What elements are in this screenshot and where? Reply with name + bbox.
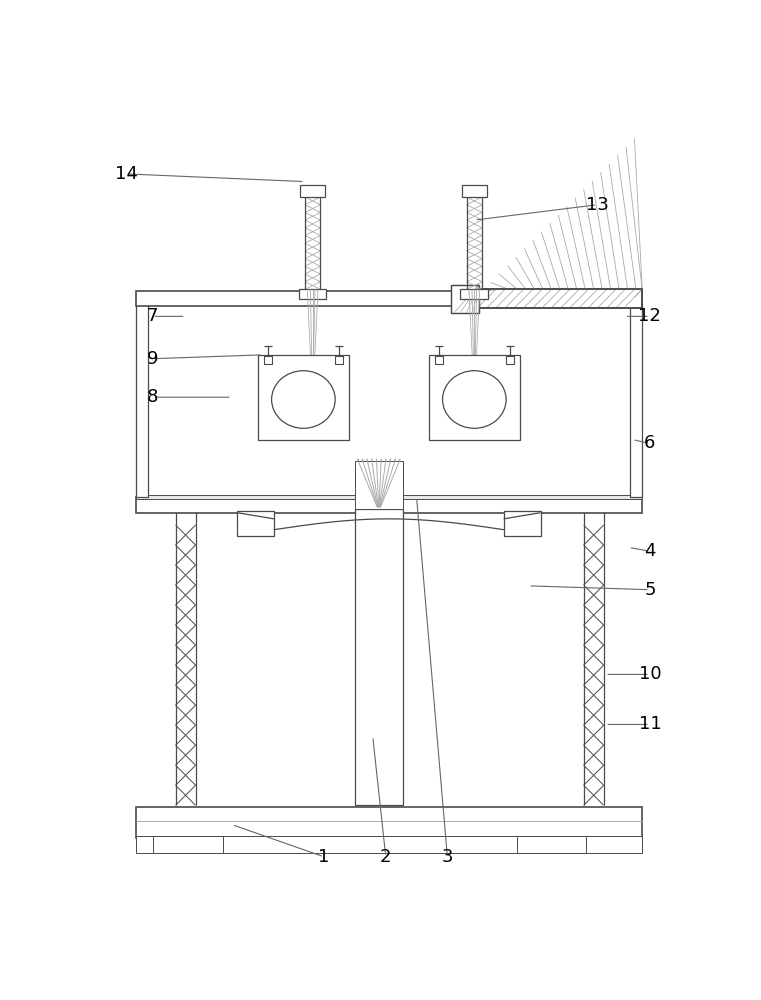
Bar <box>506 356 514 364</box>
Bar <box>465 289 642 308</box>
Bar <box>153 836 222 853</box>
Bar <box>465 289 642 308</box>
Bar <box>451 285 479 312</box>
Text: 14: 14 <box>115 165 138 183</box>
Text: 1: 1 <box>319 848 330 866</box>
Bar <box>504 511 540 536</box>
Text: 10: 10 <box>638 665 661 683</box>
Text: 5: 5 <box>644 581 656 599</box>
Bar <box>135 497 642 513</box>
Bar <box>135 836 642 853</box>
Text: 4: 4 <box>644 542 656 560</box>
Bar <box>460 289 489 299</box>
Text: 2: 2 <box>380 848 391 866</box>
Bar <box>517 836 586 853</box>
Text: 12: 12 <box>638 307 661 325</box>
Bar <box>335 356 342 364</box>
Bar <box>135 303 148 497</box>
Text: 9: 9 <box>147 350 158 368</box>
Bar <box>176 511 196 805</box>
Text: 7: 7 <box>147 307 158 325</box>
Bar <box>462 185 486 197</box>
Bar <box>135 807 642 838</box>
Bar <box>584 511 603 805</box>
Bar <box>264 356 272 364</box>
Bar <box>355 461 403 509</box>
Text: 6: 6 <box>645 434 655 452</box>
Ellipse shape <box>443 371 506 428</box>
Bar <box>451 285 479 312</box>
Ellipse shape <box>272 371 335 428</box>
Text: 11: 11 <box>638 715 661 733</box>
Bar <box>237 511 274 536</box>
Bar <box>630 303 642 497</box>
Bar <box>301 185 325 197</box>
Text: 8: 8 <box>147 388 158 406</box>
Bar <box>299 289 326 299</box>
Bar <box>258 355 349 440</box>
Text: 3: 3 <box>441 848 453 866</box>
Bar <box>429 355 520 440</box>
Bar <box>355 509 403 805</box>
Bar <box>435 356 443 364</box>
Bar <box>135 291 465 306</box>
Text: 13: 13 <box>586 196 609 214</box>
Bar <box>135 495 642 499</box>
